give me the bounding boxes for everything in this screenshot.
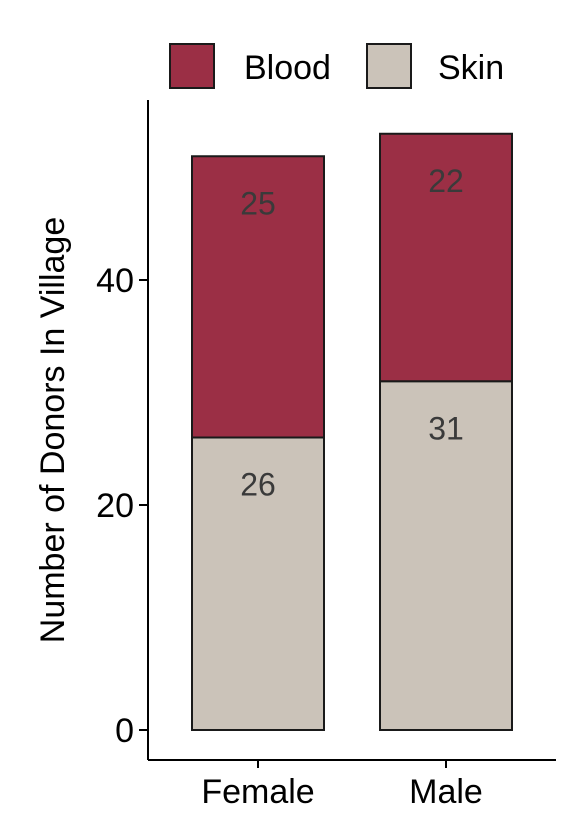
axes bbox=[147, 100, 556, 761]
y-tick-label-0: 0 bbox=[115, 712, 134, 750]
legend-label-skin: Skin bbox=[438, 49, 504, 87]
data-label-male-skin: 31 bbox=[428, 410, 464, 446]
x-tick-labels: Female Male bbox=[201, 760, 483, 811]
legend-swatch-skin bbox=[366, 43, 412, 89]
bars: 26 25 31 22 bbox=[191, 132, 513, 731]
legend: Blood Skin bbox=[169, 43, 504, 89]
legend-label-blood: Blood bbox=[244, 49, 331, 87]
y-axis-title: Number of Donors In Village bbox=[34, 217, 72, 643]
x-tick-label-male: Male bbox=[409, 773, 483, 811]
bar-female-blood bbox=[191, 155, 325, 439]
y-tick-label-20: 20 bbox=[96, 487, 134, 525]
legend-swatch-blood bbox=[169, 43, 215, 89]
bar-female-skin bbox=[191, 436, 325, 731]
data-label-female-blood: 25 bbox=[240, 185, 276, 221]
bar-male-blood bbox=[379, 132, 513, 383]
data-label-male-blood: 22 bbox=[428, 163, 464, 199]
data-label-female-skin: 26 bbox=[240, 467, 276, 503]
y-ticks: 0 20 40 bbox=[96, 262, 148, 750]
x-tick-label-female: Female bbox=[201, 773, 314, 811]
y-tick-label-40: 40 bbox=[96, 262, 134, 300]
